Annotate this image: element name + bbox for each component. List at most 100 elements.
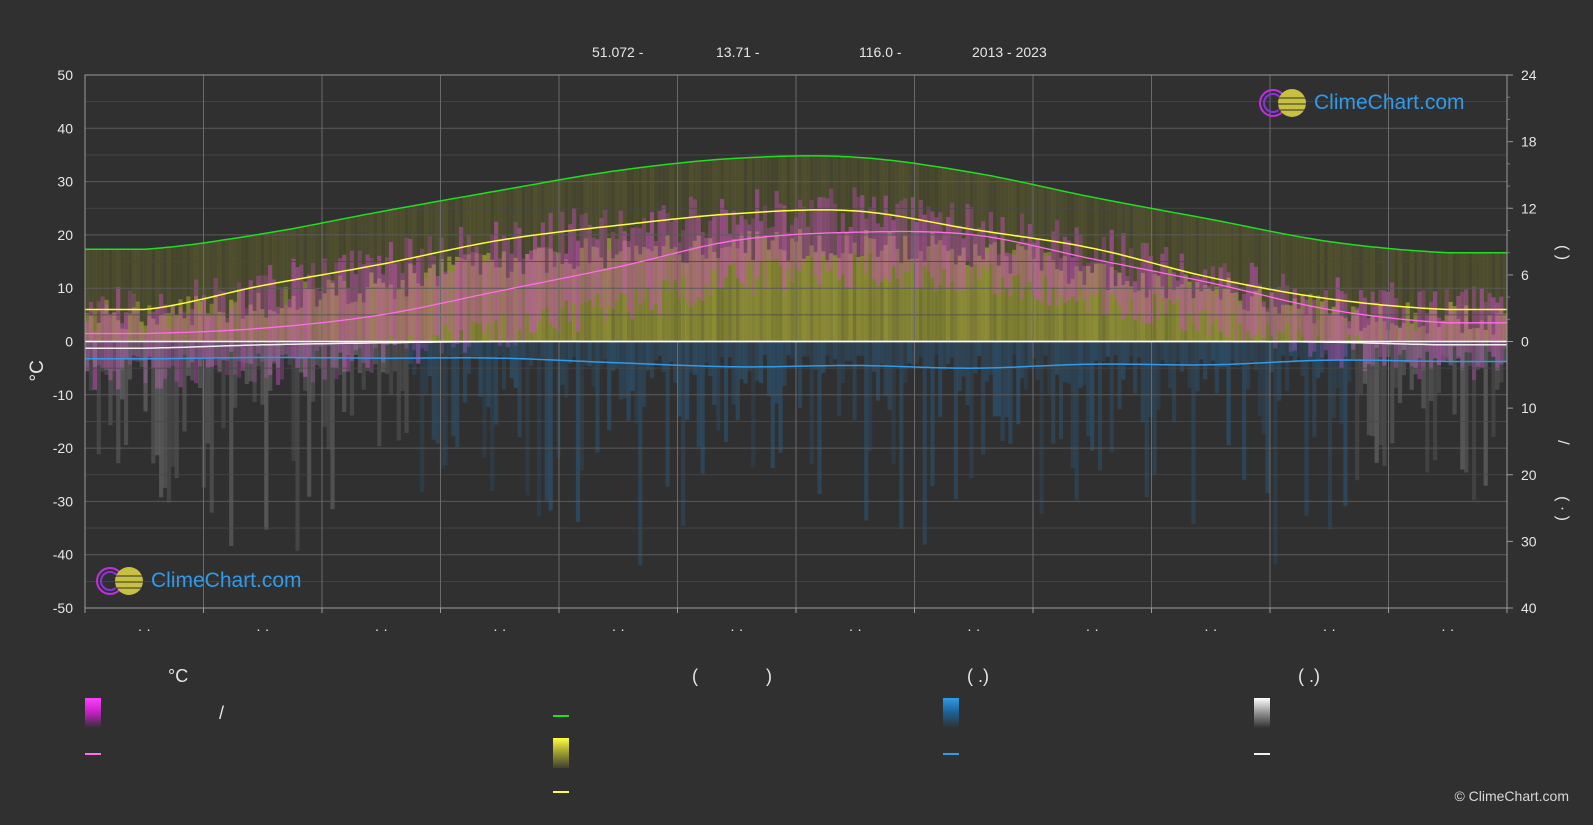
temp-range-bar: [1035, 238, 1040, 300]
temp-range-bar: [1066, 240, 1071, 300]
sunshine-bar: [1023, 249, 1029, 342]
daylight-bar: [1378, 247, 1383, 342]
sunshine-bar: [673, 247, 678, 342]
precip-bar: [482, 341, 487, 458]
daylight-bar: [151, 248, 156, 342]
precip-bar: [1070, 341, 1075, 469]
daylight-bar: [1078, 194, 1083, 342]
daylight-bar: [1421, 251, 1426, 342]
precip-bar: [1421, 341, 1426, 409]
daylight-bar: [1417, 250, 1422, 342]
logo-bottom[interactable]: ClimeChart.com: [95, 566, 302, 596]
daylight-bar: [700, 160, 705, 342]
logo-top[interactable]: ClimeChart.com: [1258, 88, 1465, 118]
daylight-bar: [213, 241, 218, 342]
sunshine-bar: [1070, 278, 1075, 342]
daylight-bar: [353, 216, 359, 342]
sunshine-bar: [1125, 281, 1130, 342]
precip-bar: [439, 341, 444, 469]
precip-bar: [825, 341, 830, 356]
sunshine-bar: [1265, 311, 1270, 342]
sunshine-bar: [895, 248, 900, 342]
sunshine-bar: [353, 301, 359, 342]
daylight-bar: [1055, 189, 1060, 342]
sunshine-bar: [490, 259, 495, 342]
daylight-bar: [1390, 248, 1395, 342]
sunshine-bar: [712, 251, 717, 342]
precip-bar: [1023, 341, 1029, 390]
temp-range-bar: [610, 232, 616, 309]
legend-mean-temp-line: [85, 753, 101, 755]
daylight-bar: [899, 161, 904, 342]
sunshine-bar: [1245, 310, 1251, 342]
precip-bar: [1448, 341, 1453, 366]
daylight-bar: [1362, 245, 1368, 342]
precip-bar: [1417, 341, 1422, 358]
copyright: © ClimeChart.com: [1454, 788, 1569, 804]
precip-bar: [887, 341, 892, 411]
sunshine-bar: [431, 264, 436, 342]
sunshine-bar: [1269, 292, 1274, 342]
temp-range-bar: [1187, 286, 1192, 314]
daylight-bar: [1269, 231, 1274, 342]
sunshine-bar: [1257, 285, 1262, 342]
temp-range-bar: [1043, 256, 1048, 277]
temp-range-bar: [1160, 253, 1165, 299]
sunshine-bar: [723, 247, 729, 342]
daylight-bar: [307, 225, 312, 342]
temp-range-bar: [1242, 293, 1247, 342]
precip-bar: [883, 341, 888, 397]
precip-bar: [100, 341, 105, 372]
temp-range-bar: [571, 208, 577, 304]
temp-range-bar: [1168, 289, 1173, 301]
daylight-bar: [104, 249, 109, 342]
temp-range-bar: [1281, 273, 1286, 333]
temp-range-bar: [692, 199, 697, 303]
sunshine-bar: [1288, 305, 1294, 342]
precip-bar: [1323, 341, 1329, 356]
sunshine-bar: [930, 232, 935, 342]
precip-bar: [373, 341, 378, 365]
precip-bar: [123, 341, 129, 445]
daylight-bar: [1179, 213, 1184, 342]
precip-bar: [400, 341, 405, 391]
sunshine-bar: [1284, 304, 1290, 342]
precip-bar: [1378, 341, 1383, 446]
precip-bar: [704, 341, 709, 363]
daylight-bar: [1273, 231, 1278, 342]
daylight-bar: [357, 216, 362, 342]
precip-bar: [369, 341, 374, 360]
daylight-bar: [166, 247, 172, 342]
temp-range-bar: [1000, 217, 1005, 278]
temp-range-bar: [330, 280, 335, 368]
daylight-bar: [875, 158, 881, 342]
sunshine-bar: [1187, 281, 1192, 342]
precip-bar: [918, 341, 923, 357]
temp-range-bar: [1327, 312, 1332, 361]
precip-bar: [571, 341, 577, 358]
precip-bar: [314, 341, 320, 366]
daylight-bar: [716, 159, 721, 342]
precip-bar: [1312, 341, 1317, 438]
temp-range-bar: [1269, 292, 1274, 337]
precip-bar: [856, 341, 861, 356]
sunshine-bar: [677, 254, 682, 342]
temp-range-bar: [774, 190, 779, 260]
daylight-bar: [751, 157, 756, 342]
daylight-bar: [147, 249, 152, 342]
precip-bar: [533, 341, 538, 358]
precip-bar: [996, 341, 1001, 417]
sunshine-bar: [1390, 323, 1395, 342]
temp-range-bar: [614, 238, 620, 302]
precip-bar: [1249, 341, 1255, 362]
precip-bar: [938, 341, 943, 417]
sunshine-bar: [174, 314, 179, 342]
precip-bar: [1055, 341, 1060, 375]
precip-bar: [610, 341, 616, 371]
precip-bar: [614, 341, 620, 368]
temp-range-bar: [1413, 330, 1418, 369]
precip-bar: [766, 341, 771, 397]
daylight-bar: [1129, 204, 1134, 342]
temp-range-bar: [579, 214, 584, 304]
temp-range-bar: [1129, 248, 1134, 300]
